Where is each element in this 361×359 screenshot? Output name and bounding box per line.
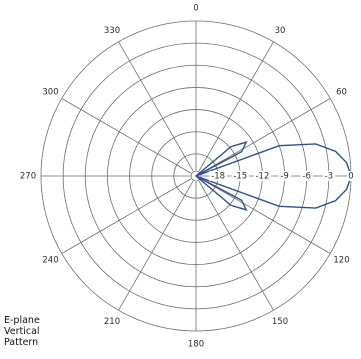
ring-tick-label: -9 <box>280 172 288 182</box>
ring-label-bg <box>231 171 250 181</box>
angle-tick-label: 120 <box>333 256 349 266</box>
grid-spoke <box>61 98 192 174</box>
caption-line: E-plane <box>4 315 40 326</box>
angle-tick-label: 330 <box>104 26 120 36</box>
angle-tick-label: 300 <box>42 88 58 98</box>
ring-tick-labels: -18 -15 -12 -9 -6 -3 0 <box>209 171 355 182</box>
ring-label-bg <box>347 171 355 181</box>
angle-tick-label: 30 <box>275 26 286 36</box>
ring-label-bg <box>278 171 291 181</box>
grid-spoke <box>200 178 331 254</box>
ring-label-bg <box>300 171 313 181</box>
caption: E-plane Vertical Pattern <box>4 315 74 348</box>
grid-spoke <box>61 178 192 254</box>
angle-tick-label: 270 <box>20 172 36 182</box>
angle-tick-label: 150 <box>272 317 288 327</box>
ring-label-bg <box>209 171 227 181</box>
caption-line: Vertical <box>4 326 40 337</box>
ring-label-bg <box>253 171 272 181</box>
ring-tick-label: -6 <box>302 172 310 182</box>
ring-tick-label: -18 <box>211 172 225 182</box>
grid-spoke <box>198 41 274 172</box>
angle-tick-labels: 030609120150180210240270300330 <box>20 4 350 350</box>
angle-tick-label: 180 <box>188 340 204 350</box>
angle-tick-label: 0 <box>193 4 198 14</box>
grid-ring <box>190 170 202 182</box>
grid-spoke <box>200 98 331 174</box>
angle-tick-label: 240 <box>42 256 58 266</box>
angle-tick-label: 210 <box>104 317 120 327</box>
angle-tick-label: 60 <box>336 88 347 98</box>
ring-tick-label: -12 <box>255 172 269 182</box>
ring-tick-label: 0 <box>348 172 353 182</box>
pattern-curve <box>194 141 352 211</box>
ring-label-bg <box>322 171 336 181</box>
grid-spoke <box>118 180 194 311</box>
grid-spoke <box>118 41 194 172</box>
caption-line: Pattern <box>4 337 39 348</box>
ring-tick-label: -15 <box>233 172 247 182</box>
pattern-layer <box>194 141 352 211</box>
grid-spoke <box>198 180 274 311</box>
ring-tick-label: -3 <box>325 172 333 182</box>
